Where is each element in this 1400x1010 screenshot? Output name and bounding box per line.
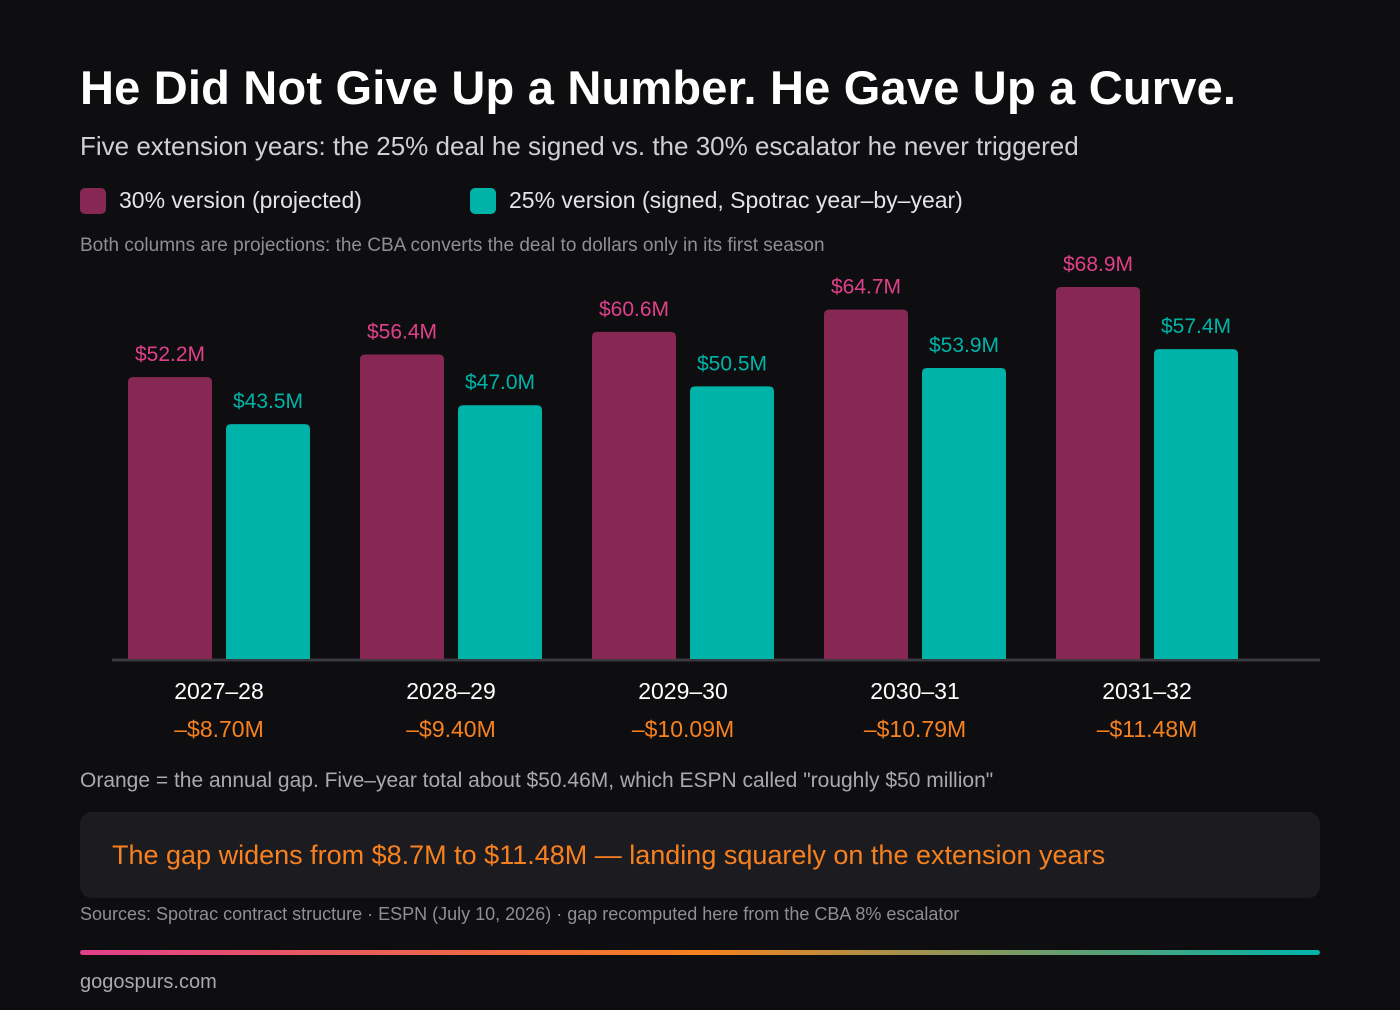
legend-label-30: 30% version (projected)	[119, 187, 362, 213]
projection-note: Both columns are projections: the CBA co…	[80, 235, 825, 256]
bar-25-percent	[226, 424, 310, 659]
callout-text: The gap widens from $8.7M to $11.48M — l…	[112, 839, 1106, 870]
gap-label: –$9.40M	[406, 716, 496, 742]
bar-value-label: $43.5M	[233, 390, 303, 413]
bar-value-label: $50.5M	[697, 352, 767, 375]
chart-subtitle: Five extension years: the 25% deal he si…	[80, 131, 1079, 161]
gap-label: –$8.70M	[174, 716, 264, 742]
bar-value-label: $60.6M	[599, 298, 669, 321]
bar-value-label: $68.9M	[1063, 253, 1133, 276]
bar-30-percent	[360, 354, 444, 659]
bar-value-label: $57.4M	[1161, 315, 1231, 338]
bar-value-label: $53.9M	[929, 334, 999, 357]
bar-chart: $52.2M $43.5M 2027–28 –$8.70M $56.4M $47.0M 20…	[112, 253, 1320, 742]
site-credit: gogospurs.com	[80, 971, 217, 993]
gradient-rule	[80, 950, 1320, 955]
gap-label: –$10.79M	[864, 716, 966, 742]
callout-box: The gap widens from $8.7M to $11.48M — l…	[80, 812, 1320, 898]
bar-value-label: $64.7M	[831, 276, 901, 299]
x-tick-label: 2029–30	[638, 678, 728, 704]
sources-line: Sources: Spotrac contract structure · ES…	[80, 904, 960, 924]
bar-value-label: $52.2M	[135, 343, 205, 366]
bar-25-percent	[922, 367, 1006, 659]
legend-swatch-30	[80, 187, 106, 214]
bar-25-percent	[690, 386, 774, 659]
bar-value-label: $56.4M	[367, 320, 437, 343]
x-tick-label: 2030–31	[870, 678, 960, 704]
bar-value-label: $47.0M	[465, 371, 535, 394]
gap-label: –$10.09M	[632, 716, 734, 742]
bar-30-percent	[1056, 287, 1140, 659]
legend-swatch-25	[470, 187, 496, 214]
bar-25-percent	[458, 405, 542, 659]
x-tick-label: 2027–28	[174, 678, 264, 704]
legend-item-25: 25% version (signed, Spotrac year–by–yea…	[470, 187, 963, 214]
legend: 30% version (projected) 25% version (sig…	[80, 187, 1180, 215]
bar-25-percent	[1154, 349, 1238, 659]
chart-title: He Did Not Give Up a Number. He Gave Up …	[80, 61, 1237, 114]
x-tick-label: 2028–29	[406, 678, 496, 704]
gap-note: Orange = the annual gap. Five–year total…	[80, 769, 994, 792]
legend-item-30: 30% version (projected)	[80, 187, 362, 214]
bar-30-percent	[824, 309, 908, 659]
x-tick-label: 2031–32	[1102, 678, 1192, 704]
bar-30-percent	[592, 331, 676, 659]
legend-label-25: 25% version (signed, Spotrac year–by–yea…	[509, 187, 963, 213]
bar-30-percent	[128, 377, 212, 659]
gap-label: –$11.48M	[1097, 716, 1198, 742]
